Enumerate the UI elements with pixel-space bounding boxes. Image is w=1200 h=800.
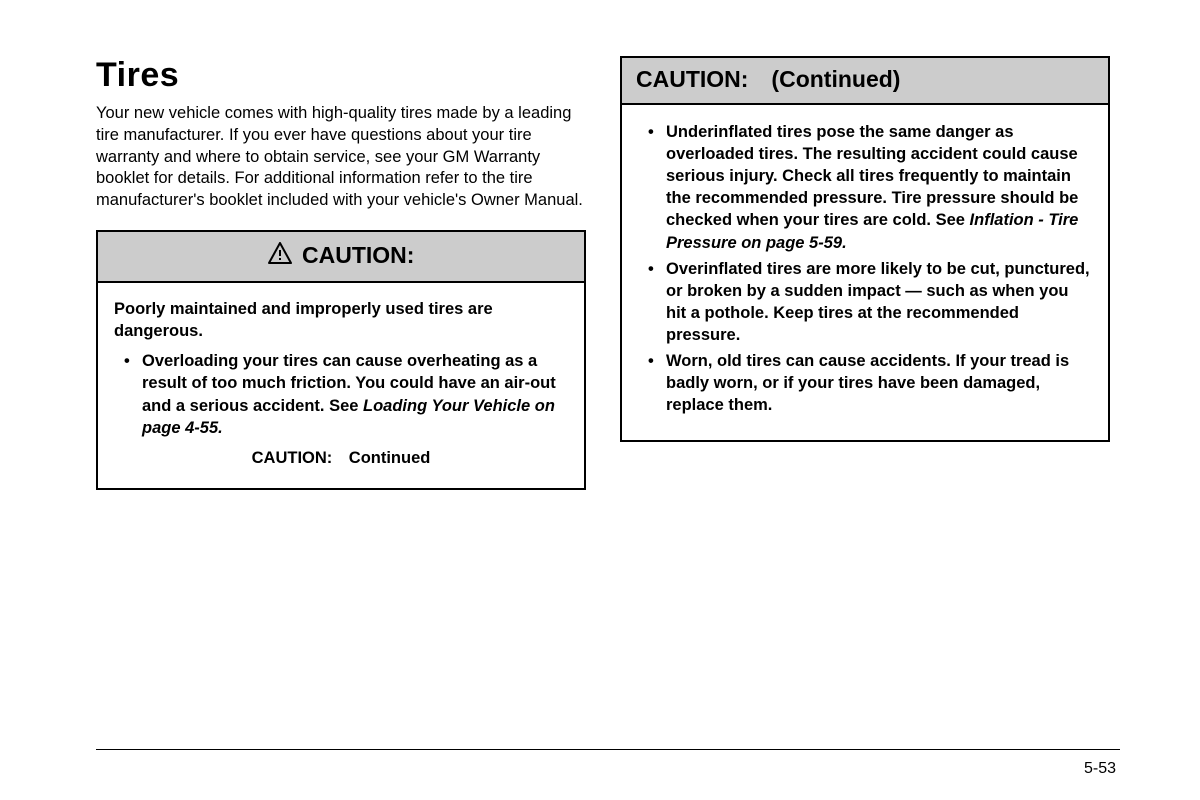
caution-header-2: CAUTION: (Continued) xyxy=(622,58,1108,105)
caution-title-1: CAUTION: xyxy=(302,242,414,269)
bullet-text: Worn, old tires can cause accidents. If … xyxy=(666,352,1069,414)
caution-list-1: Overloading your tires can cause overhea… xyxy=(114,350,568,438)
caution-list-2: Underinflated tires pose the same danger… xyxy=(638,121,1092,416)
caution-header-1: CAUTION: xyxy=(98,232,584,283)
intro-paragraph: Your new vehicle comes with high-quality… xyxy=(96,103,586,212)
caution-box-2: CAUTION: (Continued) Underinflated tires… xyxy=(620,56,1110,442)
caution-body-2: Underinflated tires pose the same danger… xyxy=(622,105,1108,440)
caution-box-1: CAUTION: Poorly maintained and improperl… xyxy=(96,230,586,490)
caution-bullet: Underinflated tires pose the same danger… xyxy=(666,121,1092,254)
footer-rule xyxy=(96,749,1120,750)
right-column: CAUTION: (Continued) Underinflated tires… xyxy=(620,56,1110,490)
caution-title-2: CAUTION: (Continued) xyxy=(636,66,900,93)
page-content: Tires Your new vehicle comes with high-q… xyxy=(0,0,1200,490)
caution-lead-text: Poorly maintained and improperly used ti… xyxy=(114,299,568,343)
left-column: Tires Your new vehicle comes with high-q… xyxy=(96,56,586,490)
warning-triangle-icon xyxy=(268,242,292,269)
bullet-text: Overinflated tires are more likely to be… xyxy=(666,260,1090,344)
page-number: 5-53 xyxy=(1084,760,1116,778)
section-title: Tires xyxy=(96,56,586,95)
caution-bullet: Overinflated tires are more likely to be… xyxy=(666,258,1092,346)
caution-bullet: Worn, old tires can cause accidents. If … xyxy=(666,350,1092,416)
caution-continued-footer: CAUTION: Continued xyxy=(114,449,568,468)
caution-body-1: Poorly maintained and improperly used ti… xyxy=(98,283,584,488)
caution-bullet: Overloading your tires can cause overhea… xyxy=(142,350,568,438)
